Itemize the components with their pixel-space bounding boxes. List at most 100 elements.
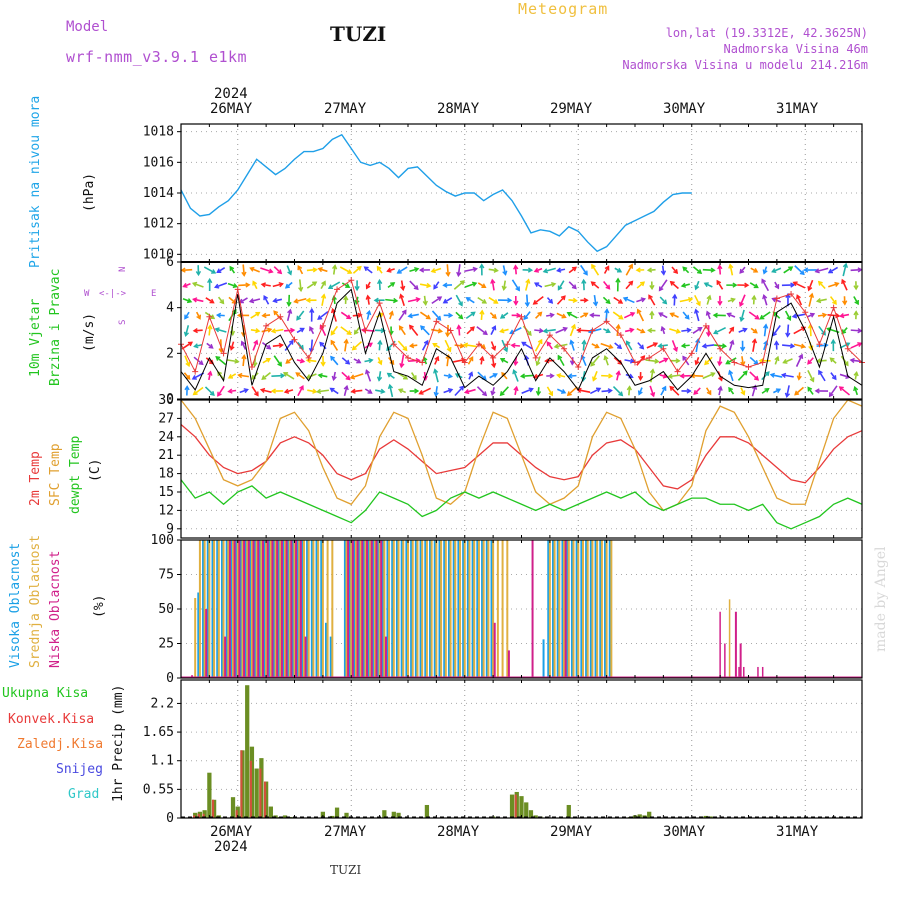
wind-arrow-head: [320, 361, 326, 367]
wind-arrow: [480, 310, 483, 320]
wind-arrow-head: [616, 267, 623, 273]
wind-arrow: [408, 313, 419, 318]
wind-arrow-head: [241, 271, 247, 277]
wind-arrow: [477, 371, 487, 381]
wind-arrow-head: [706, 390, 712, 396]
wind-arrow-head: [287, 308, 293, 314]
legend-freezing-rain: Zaledj.Kisa: [17, 737, 104, 752]
wind-arrow-head: [380, 388, 386, 394]
wind-arrow-head: [270, 388, 277, 394]
wind-arrow-head: [751, 384, 758, 390]
wind-arrow: [782, 374, 794, 378]
legend-graupel: Grad: [68, 787, 100, 802]
compass-n: N: [118, 266, 128, 272]
precip-total-bar: [424, 804, 430, 818]
wind-arrow: [215, 356, 227, 366]
y-tick-label: 75: [158, 568, 174, 583]
wind-arrow-head: [661, 385, 667, 391]
wind-arrow: [443, 388, 453, 394]
wind-arrow-head: [615, 323, 621, 330]
wind-arrow-head: [287, 270, 293, 276]
wind-arrow: [613, 356, 623, 365]
y-tick-label: 1.65: [143, 725, 174, 740]
wind-arrow-head: [675, 328, 682, 334]
day-label-top: 31MAY: [776, 101, 819, 117]
wind-arrow-head: [493, 267, 499, 273]
wind-gust-marker: [348, 277, 355, 284]
wind-arrow-head: [589, 312, 595, 318]
wind-arrow: [557, 280, 565, 290]
wind-arrow-head: [479, 355, 485, 362]
wind-arrow-head: [210, 314, 216, 320]
wind-arrow-head: [502, 270, 508, 276]
wind-gust-marker: [447, 327, 454, 334]
wind-arrow-head: [481, 298, 488, 304]
precip-total-bar: [637, 814, 642, 818]
y-tick-label: 30: [158, 393, 174, 408]
wind-arrow-head: [818, 369, 823, 375]
wind-arrow-head: [207, 277, 213, 284]
wind-gust-marker: [504, 341, 511, 348]
wind-arrow-head: [280, 373, 286, 379]
wind-arrow-head: [789, 343, 796, 349]
y-tick-label: 12: [158, 503, 174, 518]
wind-arrow-head: [240, 340, 246, 346]
wind-arrow-head: [471, 281, 478, 287]
wind-arrow: [570, 340, 575, 351]
wind-arrow: [260, 388, 272, 394]
wind-arrow-head: [295, 372, 301, 377]
wind-arrow: [230, 341, 235, 350]
wind-arrow: [763, 295, 768, 306]
precip-total-bar: [254, 768, 259, 818]
wind-arrow-head: [515, 286, 520, 292]
precip-total-bar: [708, 816, 713, 818]
y-tick-label: 21: [158, 448, 174, 463]
wind-arrow-head: [296, 315, 302, 321]
wind-arrow-head: [710, 267, 716, 273]
wind-arrow: [850, 359, 862, 363]
wind-arrow-head: [365, 284, 371, 290]
wind-arrow-head: [396, 269, 402, 274]
wind-arrow: [455, 311, 463, 319]
wind-arrow-head: [321, 280, 326, 286]
temp-2m-title: 2m Temp: [28, 451, 43, 506]
wind-gust-marker: [234, 286, 241, 293]
wind-arrow-head: [278, 342, 284, 349]
wind-arrow-head: [191, 375, 197, 380]
legend-snow: Snijeg: [56, 762, 103, 777]
wind-arrow-head: [513, 360, 519, 367]
wind-arrow-head: [243, 388, 249, 394]
wind-arrow-head: [607, 388, 613, 394]
wind-arrow: [330, 340, 339, 351]
wind-arrow-head: [635, 267, 641, 273]
wind-arrow-head: [583, 270, 588, 276]
wind-arrow-head: [456, 324, 462, 330]
wind-arrow-head: [730, 297, 736, 303]
wind-arrow-head: [191, 281, 198, 287]
wind-arrow: [332, 265, 336, 275]
wind-arrow: [793, 326, 806, 335]
wind-arrow: [261, 328, 272, 333]
precip-convective-bar: [514, 794, 517, 818]
wind-arrow-head: [446, 347, 452, 353]
wind-arrow: [523, 311, 531, 320]
wind-arrow: [557, 355, 565, 367]
wind-arrow: [593, 294, 597, 306]
wind-arrow-head: [739, 316, 745, 323]
wind-arrow-head: [288, 339, 294, 345]
wind-arrow-head: [693, 389, 699, 396]
wind-arrow-head: [549, 373, 555, 379]
wind-arrow-head: [753, 268, 759, 273]
wind-arrow-head: [254, 391, 259, 397]
wind-arrow-head: [800, 343, 806, 349]
wind-arrow: [339, 266, 352, 274]
wind-arrow-head: [367, 389, 373, 394]
wind-arrow-head: [277, 361, 282, 367]
day-label-bottom: 27MAY: [324, 824, 367, 840]
wind-arrow-head: [482, 330, 488, 336]
wind-arrow-head: [754, 375, 760, 381]
wind-arrow: [616, 371, 620, 381]
day-label-bottom: 26MAY: [210, 824, 253, 840]
wind-gust-marker: [475, 341, 482, 348]
